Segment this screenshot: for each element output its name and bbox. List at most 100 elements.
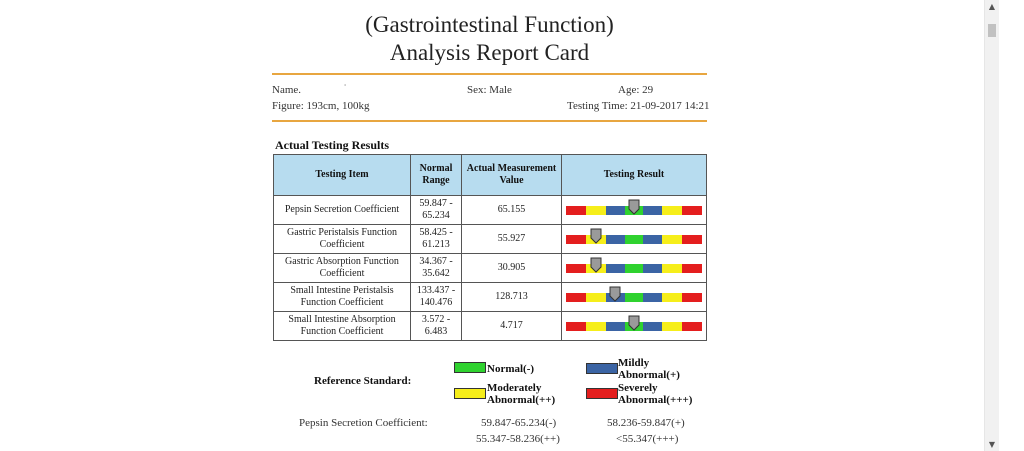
reference-moderate-range: 55.347-58.236(++) [476, 433, 560, 445]
gauge-seg-normal [625, 263, 643, 273]
gauge-seg-severe-low [566, 205, 586, 215]
row-range: 3.572 - 6.483 [410, 311, 462, 341]
patient-figure: Figure: 193cm, 100kg [272, 100, 370, 112]
header-testing-result: Testing Result [561, 154, 707, 196]
row-result [561, 282, 707, 312]
result-gauge [566, 228, 702, 244]
gauge-seg-moderate-high [662, 292, 682, 302]
row-result [561, 195, 707, 225]
table-row: Small Intestine Peristalsis Function Coe… [273, 282, 707, 312]
row-range: 133.437 - 140.476 [410, 282, 462, 312]
reference-mild-range: 58.236-59.847(+) [607, 417, 685, 429]
gauge-pointer-icon [609, 286, 621, 302]
gauge-seg-severe-high [682, 234, 702, 244]
row-value: 65.155 [461, 195, 562, 225]
table-row: Pepsin Secretion Coefficient 59.847 - 65… [273, 195, 707, 225]
patient-name: Name. · [272, 81, 346, 96]
gauge-seg-mild-high [643, 205, 662, 215]
legend-swatch-normal [454, 362, 486, 373]
gauge-seg-normal [625, 234, 643, 244]
gauge-seg-mild-low [606, 263, 625, 273]
row-item: Gastric Peristalsis Function Coefficient [273, 224, 411, 254]
reference-standard-label: Reference Standard: [314, 375, 412, 387]
result-gauge [566, 315, 702, 331]
row-result [561, 253, 707, 283]
row-result [561, 311, 707, 341]
results-section-title: Actual Testing Results [275, 138, 390, 152]
gauge-pointer-icon [628, 199, 640, 215]
gauge-pointer-icon [590, 228, 602, 244]
scroll-up-arrow-icon[interactable]: ▲ [988, 2, 996, 11]
gauge-seg-moderate-high [662, 205, 682, 215]
gauge-seg-severe-low [566, 321, 586, 331]
gauge-seg-mild-high [643, 263, 662, 273]
gauge-seg-mild-high [643, 234, 662, 244]
patient-sex: Sex: Male [467, 84, 512, 96]
gauge-seg-mild-low [606, 205, 625, 215]
report-title-line2: Analysis Report Card [389, 40, 590, 65]
report-page: (Gastrointestinal Function) Analysis Rep… [272, 12, 710, 445]
name-label: Name. [272, 84, 302, 96]
results-header-row: Testing Item Normal Range Actual Measure… [273, 154, 707, 196]
gauge-seg-severe-high [682, 263, 702, 273]
bottom-divider [272, 120, 707, 122]
gauge-seg-mild-high [643, 321, 662, 331]
row-result [561, 224, 707, 254]
scroll-down-arrow-icon[interactable]: ▼ [988, 440, 996, 449]
name-value: · [343, 81, 347, 90]
gauge-seg-severe-low [566, 263, 586, 273]
gauge-seg-severe-low [566, 292, 586, 302]
vertical-scrollbar[interactable]: ▲ ▼ [984, 0, 999, 451]
gauge-pointer-icon [628, 315, 640, 331]
header-normal-range: Normal Range [410, 154, 462, 196]
result-gauge [566, 257, 702, 273]
gauge-seg-severe-low [566, 234, 586, 244]
row-value: 55.927 [461, 224, 562, 254]
legend-normal: Normal(-) [487, 363, 535, 375]
row-range: 58.425 - 61.213 [410, 224, 462, 254]
row-item: Pepsin Secretion Coefficient [273, 195, 411, 225]
legend-swatch-moderate [454, 388, 486, 399]
patient-age: Age: 29 [618, 84, 654, 96]
gauge-pointer-icon [590, 257, 602, 273]
table-row: Small Intestine Absorption Function Coef… [273, 311, 707, 341]
gauge-seg-moderate-low [586, 292, 606, 302]
row-value: 4.717 [461, 311, 562, 341]
reference-severe-range: <55.347(+++) [616, 433, 679, 445]
gauge-seg-moderate-low [586, 205, 606, 215]
legend-moderate: Moderately Abnormal(++) [487, 382, 556, 406]
gauge-seg-severe-high [682, 292, 702, 302]
gauge-seg-moderate-high [662, 321, 682, 331]
gauge-seg-severe-high [682, 205, 702, 215]
top-divider [272, 73, 707, 75]
row-item: Small Intestine Peristalsis Function Coe… [273, 282, 411, 312]
gauge-seg-mild-high [643, 292, 662, 302]
gauge-seg-severe-high [682, 321, 702, 331]
gauge-seg-normal [625, 292, 643, 302]
gauge-seg-moderate-high [662, 263, 682, 273]
gauge-seg-moderate-high [662, 234, 682, 244]
header-measurement-value: Actual Measurement Value [461, 154, 562, 196]
legend-swatch-severe [586, 388, 618, 399]
report-title-line1: (Gastrointestinal Function) [365, 12, 614, 37]
row-item: Gastric Absorption Function Coefficient [273, 253, 411, 283]
row-range: 59.847 - 65.234 [410, 195, 462, 225]
legend-severe: Severely Abnormal(+++) [618, 382, 693, 406]
row-range: 34.367 - 35.642 [410, 253, 462, 283]
row-value: 30.905 [461, 253, 562, 283]
row-value: 128.713 [461, 282, 562, 312]
table-row: Gastric Absorption Function Coefficient … [273, 253, 707, 283]
results-table: Testing Item Normal Range Actual Measure… [273, 154, 707, 341]
table-row: Gastric Peristalsis Function Coefficient… [273, 224, 707, 254]
reference-normal-range: 59.847-65.234(-) [481, 417, 557, 429]
result-gauge [566, 286, 702, 302]
testing-time: Testing Time: 21-09-2017 14:21 [567, 100, 710, 112]
result-gauge [566, 199, 702, 215]
header-testing-item: Testing Item [273, 154, 411, 196]
scrollbar-thumb[interactable] [988, 24, 996, 37]
gauge-seg-moderate-low [586, 321, 606, 331]
gauge-seg-mild-low [606, 234, 625, 244]
row-item: Small Intestine Absorption Function Coef… [273, 311, 411, 341]
reference-item-name: Pepsin Secretion Coefficient: [299, 417, 428, 429]
legend-swatch-mild [586, 363, 618, 374]
